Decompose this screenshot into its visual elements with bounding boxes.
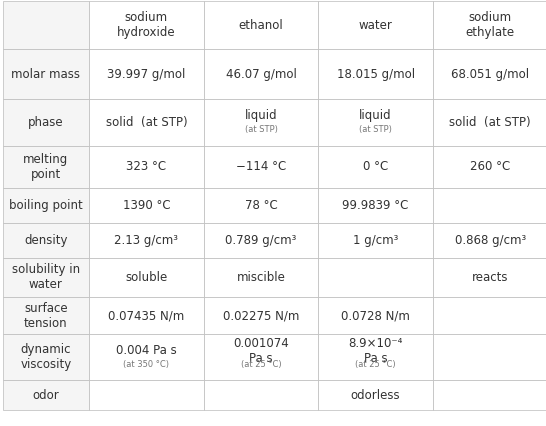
Text: 1390 °C: 1390 °C [122,199,170,212]
Bar [433,146,546,188]
Text: reacts: reacts [472,271,508,284]
Text: sodium
ethylate: sodium ethylate [466,11,515,39]
Bar [204,146,318,188]
Bar [318,49,433,99]
Text: (at 25 °C): (at 25 °C) [241,360,281,369]
Bar [3,99,89,146]
Text: molar mass: molar mass [11,68,80,81]
Bar [89,1,204,49]
Bar [89,223,204,258]
Text: liquid: liquid [245,109,277,122]
Text: 99.9839 °C: 99.9839 °C [342,199,409,212]
Bar [89,334,204,380]
Text: 8.9×10⁻⁴
Pa s: 8.9×10⁻⁴ Pa s [348,337,403,365]
Text: density: density [24,234,68,247]
Bar [3,223,89,258]
Bar [204,223,318,258]
Bar [204,49,318,99]
Bar [433,99,546,146]
Bar [318,334,433,380]
Text: liquid: liquid [359,109,392,122]
Bar [89,146,204,188]
Bar [318,380,433,410]
Bar [433,1,546,49]
Bar [433,380,546,410]
Text: (at 350 °C): (at 350 °C) [123,360,169,369]
Text: miscible: miscible [236,271,286,284]
Bar [89,188,204,223]
Text: ethanol: ethanol [239,19,283,32]
Text: 78 °C: 78 °C [245,199,277,212]
Bar [3,258,89,297]
Bar [3,297,89,334]
Bar [204,188,318,223]
Text: 0.07435 N/m: 0.07435 N/m [108,309,185,322]
Text: surface
tension: surface tension [24,302,68,330]
Text: 0.0728 N/m: 0.0728 N/m [341,309,410,322]
Bar [3,380,89,410]
Text: odorless: odorless [351,389,400,402]
Text: solubility in
water: solubility in water [12,263,80,291]
Text: 260 °C: 260 °C [470,160,511,173]
Bar [3,49,89,99]
Text: (at STP): (at STP) [359,125,392,134]
Text: solid  (at STP): solid (at STP) [449,116,531,129]
Text: soluble: soluble [125,271,168,284]
Bar [318,223,433,258]
Bar [3,334,89,380]
Text: melting
point: melting point [23,153,68,181]
Text: phase: phase [28,116,64,129]
Bar [204,1,318,49]
Bar [318,146,433,188]
Bar [433,188,546,223]
Text: dynamic
viscosity: dynamic viscosity [20,343,72,371]
Bar [3,188,89,223]
Bar [433,49,546,99]
Text: 0 °C: 0 °C [363,160,388,173]
Text: sodium
hydroxide: sodium hydroxide [117,11,176,39]
Bar [3,1,89,49]
Text: 68.051 g/mol: 68.051 g/mol [451,68,530,81]
Text: 46.07 g/mol: 46.07 g/mol [225,68,296,81]
Text: 0.001074
Pa s: 0.001074 Pa s [233,337,289,365]
Bar [204,99,318,146]
Text: solid  (at STP): solid (at STP) [105,116,187,129]
Bar [433,334,546,380]
Text: 0.004 Pa s: 0.004 Pa s [116,344,177,357]
Text: boiling point: boiling point [9,199,83,212]
Bar [89,258,204,297]
Bar [89,297,204,334]
Bar [204,334,318,380]
Bar [3,146,89,188]
Bar [318,297,433,334]
Text: 2.13 g/cm³: 2.13 g/cm³ [114,234,179,247]
Text: 323 °C: 323 °C [126,160,167,173]
Text: odor: odor [33,389,59,402]
Text: water: water [359,19,393,32]
Text: 1 g/cm³: 1 g/cm³ [353,234,399,247]
Text: 0.02275 N/m: 0.02275 N/m [223,309,299,322]
Text: 0.868 g/cm³: 0.868 g/cm³ [455,234,526,247]
Bar [318,258,433,297]
Bar [318,1,433,49]
Bar [204,380,318,410]
Bar [433,258,546,297]
Bar [89,380,204,410]
Bar [433,297,546,334]
Text: (at 25 °C): (at 25 °C) [355,360,396,369]
Bar [89,49,204,99]
Bar [318,99,433,146]
Bar [433,223,546,258]
Text: 39.997 g/mol: 39.997 g/mol [107,68,186,81]
Bar [89,99,204,146]
Text: (at STP): (at STP) [245,125,277,134]
Text: 0.789 g/cm³: 0.789 g/cm³ [225,234,296,247]
Text: −114 °C: −114 °C [236,160,286,173]
Bar [318,188,433,223]
Bar [204,297,318,334]
Bar [204,258,318,297]
Text: 18.015 g/mol: 18.015 g/mol [336,68,415,81]
